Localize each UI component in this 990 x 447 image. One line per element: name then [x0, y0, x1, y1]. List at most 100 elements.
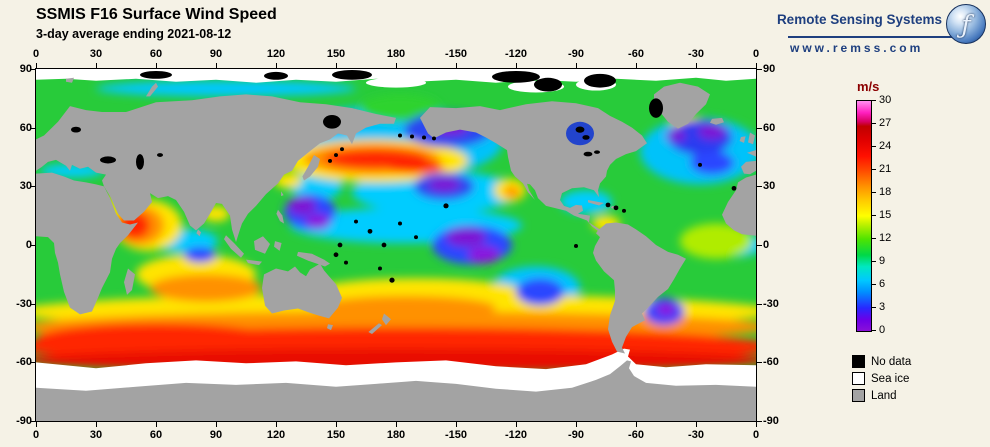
lat-tick-label: -30 — [763, 297, 779, 310]
colorbar-tick-mark — [872, 261, 876, 262]
lon-tick-mark — [336, 422, 337, 427]
colorbar-unit: m/s — [857, 79, 880, 94]
lat-tick-label: 30 — [763, 180, 776, 193]
lat-tick-label: 0 — [25, 239, 32, 251]
lon-tick-mark — [756, 422, 757, 427]
lon-labels-bottom: 0 30 60 90 120 150 180 -150 -120 -90 -60 -30 0 — [32, 429, 760, 442]
lon-tick-mark — [96, 63, 97, 68]
lat-tick-mark — [30, 186, 35, 188]
lon-tick-mark — [456, 422, 457, 427]
colorbar-tick-mark — [872, 284, 876, 285]
lon-tick-mark — [696, 422, 697, 427]
lat-tick-mark — [30, 245, 35, 246]
legend-item: No data — [852, 353, 911, 370]
brand-url: www.remss.com — [790, 41, 924, 55]
legend-swatch — [852, 389, 865, 402]
no-data-shapes — [71, 69, 737, 283]
lat-tick-mark — [757, 69, 762, 70]
lat-tick-mark — [757, 127, 762, 129]
lon-tick-label: 30 — [89, 429, 103, 441]
lat-labels-left: 90 60 30 0 -30 -60 -90 — [6, 63, 32, 427]
lon-tick-mark — [36, 63, 37, 68]
lat-tick-label: 60 — [763, 121, 776, 134]
colorbar-tick-mark — [872, 238, 876, 239]
legend-label: No data — [871, 355, 912, 368]
lat-ticks-right — [757, 69, 762, 422]
lon-tick-label: 180 — [386, 429, 406, 441]
colorbar-tick-label: 30 — [879, 94, 892, 106]
lon-tick-mark — [576, 422, 577, 427]
lon-tick-mark — [276, 63, 277, 68]
colorbar-tick-mark — [872, 146, 876, 147]
globe-icon: ƒ — [946, 4, 986, 44]
lon-tick-mark — [576, 63, 577, 68]
colorbar-tick-marks — [872, 100, 876, 331]
map-frame — [35, 68, 757, 422]
lon-tick-label: -60 — [628, 429, 644, 441]
colorbar-tick-label: 12 — [879, 232, 892, 244]
lat-tick-label: -60 — [763, 356, 779, 369]
lon-tick-label: 0 — [32, 48, 40, 60]
lon-tick-mark — [36, 422, 37, 427]
lon-tick-label: 90 — [209, 429, 223, 441]
lon-tick-mark — [516, 63, 517, 68]
lon-tick-mark — [696, 63, 697, 68]
lat-tick-mark — [30, 69, 35, 70]
legend-swatch — [852, 355, 865, 368]
lon-ticks-top — [36, 63, 757, 68]
legend-label: Sea ice — [871, 372, 910, 385]
legend-label: Land — [871, 389, 897, 402]
colorbar-gradient — [856, 100, 872, 332]
world-wind-map — [36, 69, 756, 421]
lon-tick-mark — [636, 63, 637, 68]
colorbar-tick-label: 27 — [879, 117, 892, 129]
lon-tick-label: -120 — [504, 429, 528, 441]
colorbar-tick-labels: 30 27 24 21 18 15 12 9 6 3 0 — [879, 94, 905, 336]
lat-tick-mark — [30, 127, 35, 129]
globe-glyph: ƒ — [961, 9, 971, 39]
lat-tick-label: -30 — [16, 297, 32, 310]
lon-tick-label: -30 — [688, 48, 704, 60]
lon-tick-label: -60 — [628, 48, 644, 60]
lon-tick-label: -30 — [688, 429, 704, 441]
lon-tick-mark — [156, 63, 157, 68]
lon-tick-mark — [636, 422, 637, 427]
lon-tick-mark — [156, 422, 157, 427]
lon-tick-label: 150 — [326, 48, 346, 60]
lon-tick-label: -120 — [504, 48, 528, 60]
lon-tick-label: 0 — [752, 48, 760, 60]
colorbar-tick-label: 0 — [879, 324, 886, 336]
page-subtitle: 3-day average ending 2021-08-12 — [36, 27, 232, 41]
lon-ticks-bottom — [36, 422, 757, 427]
lon-tick-label: 60 — [149, 429, 163, 441]
colorbar-tick-label: 15 — [879, 209, 892, 221]
colorbar-tick-mark — [872, 192, 876, 193]
legend-swatch — [852, 372, 865, 385]
lat-tick-mark — [757, 186, 762, 188]
lat-tick-label: -90 — [16, 415, 32, 427]
lon-tick-label: 0 — [752, 429, 760, 441]
lat-tick-label: 30 — [19, 180, 32, 193]
lon-tick-mark — [276, 422, 277, 427]
lon-tick-mark — [216, 422, 217, 427]
lat-tick-label: 90 — [19, 63, 32, 75]
lat-tick-mark — [757, 303, 762, 305]
lon-tick-label: 0 — [32, 429, 40, 441]
lat-tick-mark — [757, 362, 762, 364]
lon-tick-mark — [456, 63, 457, 68]
lon-tick-label: 30 — [89, 48, 103, 60]
lon-tick-mark — [396, 63, 397, 68]
lon-tick-mark — [516, 422, 517, 427]
colorbar-tick-label: 18 — [879, 186, 892, 198]
lon-tick-label: 120 — [266, 48, 286, 60]
lon-tick-mark — [396, 422, 397, 427]
lat-tick-mark — [757, 245, 762, 246]
lon-tick-mark — [216, 63, 217, 68]
lat-tick-label: -90 — [763, 415, 779, 427]
lon-tick-mark — [756, 63, 757, 68]
lat-labels-right: 90 60 30 0 -30 -60 -90 — [763, 63, 789, 427]
lat-tick-mark — [30, 303, 35, 305]
lon-tick-label: 180 — [386, 48, 406, 60]
lon-tick-label: 150 — [326, 429, 346, 441]
